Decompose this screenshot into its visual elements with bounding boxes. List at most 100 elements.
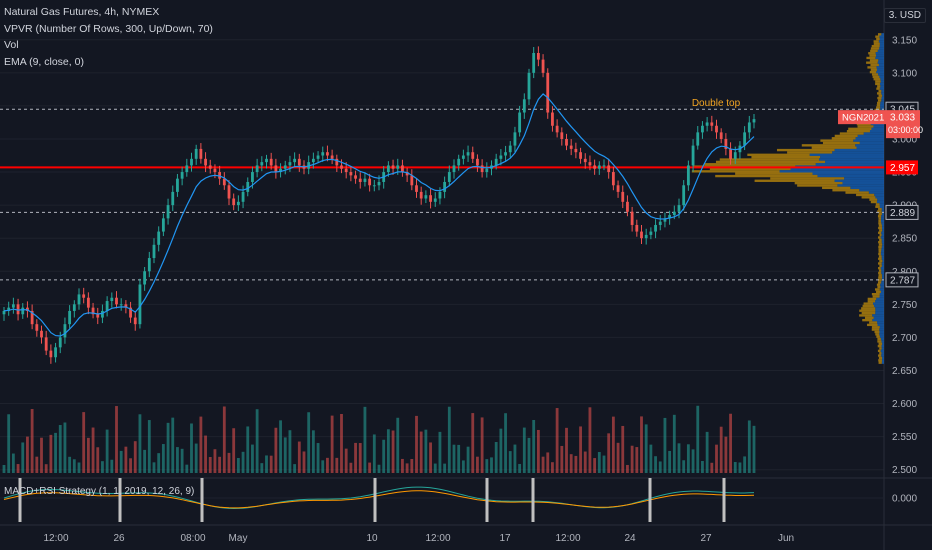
candle-body (265, 158, 268, 163)
candle-body (222, 178, 226, 186)
vpvr-bar-up (881, 257, 884, 260)
vpvr-bar-up (879, 47, 884, 50)
candle-body (63, 324, 67, 338)
volume-bar (49, 434, 53, 473)
price-tick-label: 2.500 (892, 465, 917, 476)
candle-body (185, 165, 189, 173)
vpvr-bar-down (878, 252, 881, 256)
vpvr-bar-up (879, 205, 884, 208)
vpvr-bar-up (881, 274, 884, 277)
vpvr-bar-down (878, 224, 882, 227)
strategy-signal-bar (373, 478, 377, 522)
candle-body (443, 181, 447, 192)
vpvr-bar-down (878, 276, 882, 279)
volume-bar (630, 445, 634, 473)
volume-profile (691, 33, 884, 364)
vpvr-bar-up (856, 146, 884, 149)
volume-bar (747, 420, 751, 473)
vpvr-bar-down (879, 259, 883, 263)
volume-bar (326, 457, 329, 473)
legend-symbol[interactable]: Natural Gas Futures, 4h, NYMEX (4, 6, 160, 18)
vpvr-bar-up (880, 349, 884, 353)
volume-bar (21, 442, 25, 473)
vpvr-bar-down (822, 186, 851, 190)
vpvr-bar-up (881, 340, 884, 343)
candle-body (58, 337, 62, 348)
candle-body (551, 112, 554, 126)
currency-badge[interactable]: 3. USD (883, 8, 926, 23)
candle-body (68, 310, 72, 325)
candle-body (733, 152, 737, 159)
volume-bar (532, 419, 536, 473)
vpvr-bar-down (877, 96, 882, 100)
vpvr-bar-up (881, 248, 884, 251)
volume-bar (522, 427, 526, 473)
vpvr-bar-up (879, 295, 884, 298)
vpvr-bar-down (878, 219, 881, 223)
volume-bar (419, 431, 423, 473)
candle-body (40, 330, 43, 338)
vpvr-bar-up (820, 155, 884, 159)
candle-body (747, 122, 751, 133)
vpvr-bar-down (879, 229, 883, 232)
vpvr-bar-up (878, 40, 884, 43)
candle-body (138, 284, 142, 325)
candle-body (419, 191, 423, 199)
vpvr-bar-down (751, 155, 821, 159)
volume-bar (405, 463, 409, 473)
vpvr-bar-up (881, 255, 884, 258)
volume-bar (696, 405, 700, 473)
vpvr-bar-up (879, 35, 884, 38)
price-tick-label: 3.150 (892, 35, 917, 46)
volume-bar (222, 406, 226, 473)
candle-body (729, 148, 732, 159)
price-tick-label: 3.100 (892, 68, 917, 79)
volume-bar (649, 444, 653, 473)
candle-body (560, 132, 564, 139)
volume-bar (279, 420, 282, 473)
vpvr-bar-up (832, 151, 884, 154)
candlesticks (2, 46, 756, 364)
candle-body (583, 158, 587, 163)
legend-vol[interactable]: Vol (4, 39, 19, 51)
price-tick-label: 2.600 (892, 399, 917, 410)
vpvr-bar-up (881, 264, 884, 268)
vpvr-bar-down (878, 342, 883, 345)
volume-bar (743, 456, 747, 473)
macd-legend[interactable]: MACD+RSI Strategy (1, 1, 2019, 12, 26, 9… (4, 486, 195, 497)
vpvr-bar-down (879, 352, 882, 355)
vpvr-bar-down (873, 40, 879, 43)
vpvr-bar-up (880, 337, 884, 341)
candle-body (335, 158, 339, 166)
candle-body (96, 314, 100, 318)
vpvr-bar-down (878, 267, 881, 270)
vpvr-bar-up (878, 63, 884, 67)
vpvr-bar-up (881, 352, 884, 355)
candle-body (682, 185, 686, 206)
vpvr-bar-down (878, 212, 882, 216)
volume-bar (35, 456, 39, 473)
time-tick-label: May (229, 533, 248, 544)
candle-body (719, 132, 723, 139)
candle-body (2, 310, 6, 315)
legend-vpvr[interactable]: VPVR (Number Of Rows, 300, Up/Down, 70) (4, 22, 213, 35)
vpvr-bar-down (877, 85, 881, 88)
vpvr-bar-up (882, 243, 884, 246)
vpvr-bar-down (856, 193, 875, 197)
candle-body (340, 165, 343, 169)
macd-tick-label: 0.000 (892, 494, 917, 505)
vpvr-bar-down (868, 52, 876, 55)
vpvr-bar-down (877, 344, 882, 348)
vpvr-bar-down (878, 222, 882, 225)
vpvr-bar-up (842, 181, 884, 185)
vpvr-bar-down (873, 42, 880, 45)
ema-line (3, 93, 755, 337)
legend-ema[interactable]: EMA (9, close, 0) (4, 55, 84, 68)
vpvr-bar-up (853, 139, 884, 142)
candle-body (429, 195, 432, 202)
vpvr-bar-down (875, 35, 880, 38)
macd-signal-line (3, 490, 755, 509)
candle-body (522, 99, 526, 113)
volume-bar (297, 441, 301, 473)
